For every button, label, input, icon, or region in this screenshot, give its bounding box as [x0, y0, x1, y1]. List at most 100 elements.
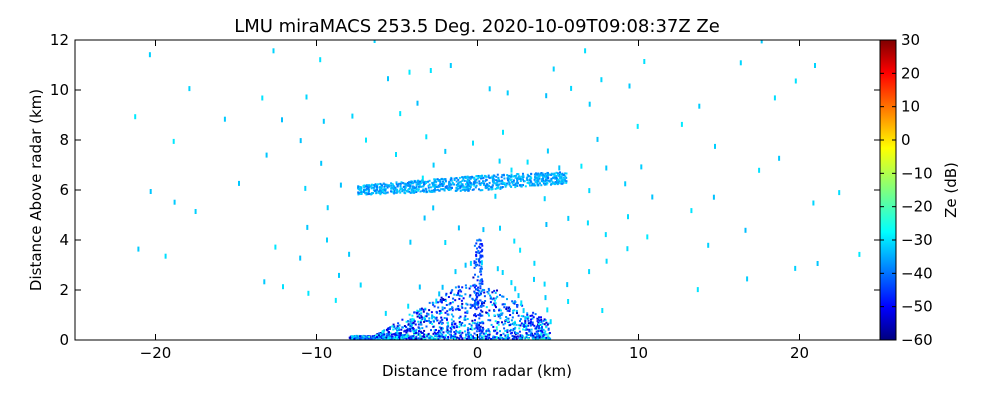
ground-echo	[515, 331, 518, 334]
ground-echo	[534, 313, 537, 316]
ground-echo	[434, 316, 437, 319]
noise-echo	[172, 138, 175, 144]
ground-echo	[432, 320, 435, 323]
ground-echo	[525, 334, 528, 337]
ground-echo	[439, 321, 442, 324]
noise-echo	[712, 194, 715, 200]
ground-echo	[540, 318, 543, 321]
ground-echo	[543, 338, 546, 340]
cloud-layer-echo	[374, 183, 377, 186]
ground-echo	[532, 334, 535, 337]
cloud-layer-echo	[532, 184, 535, 187]
noise-echo	[758, 167, 761, 173]
noise-echo	[326, 237, 328, 243]
cloud-layer-echo	[466, 185, 468, 188]
cloud-layer-echo	[417, 181, 420, 184]
ground-echo	[477, 306, 480, 309]
cloud-layer-echo	[460, 183, 463, 185]
cloud-layer-echo	[386, 191, 389, 194]
cloud-layer-echo	[392, 185, 395, 188]
ground-echo	[433, 338, 436, 340]
cloud-layer-echo	[443, 178, 446, 181]
ground-echo	[499, 314, 501, 317]
cloud-layer-echo	[411, 190, 414, 193]
ground-echo	[469, 303, 472, 306]
cloud-layer-echo	[536, 178, 539, 181]
ground-echo	[483, 289, 486, 291]
ground-echo	[545, 336, 548, 339]
ground-echo	[464, 324, 466, 327]
ground-echo	[406, 334, 409, 337]
ground-echo	[455, 325, 458, 328]
cloud-layer-echo	[540, 172, 543, 174]
ground-echo	[450, 308, 452, 310]
cloud-layer-echo	[471, 175, 473, 178]
noise-echo	[188, 86, 191, 92]
ground-echo	[437, 301, 439, 304]
cloud-layer-echo	[512, 180, 515, 183]
ground-echo	[475, 334, 478, 336]
ground-echo	[445, 294, 448, 297]
ground-echo	[360, 337, 363, 340]
ground-echo	[420, 312, 423, 315]
cloud-layer-echo	[548, 173, 551, 176]
ground-echo	[433, 334, 436, 337]
cloud-layer-echo	[379, 182, 382, 185]
ground-echo	[374, 335, 377, 338]
ground-echo	[446, 327, 449, 330]
ground-echo	[514, 326, 517, 329]
ground-echo	[405, 334, 407, 337]
ground-echo	[397, 322, 400, 325]
ground-echo	[488, 309, 491, 312]
ground-echo	[458, 323, 461, 326]
noise-echo	[409, 239, 412, 245]
cloud-layer-echo	[455, 177, 458, 180]
cloud-layer-echo	[522, 174, 525, 177]
ground-echo	[503, 337, 506, 340]
noise-echo	[306, 224, 309, 230]
ground-echo	[493, 310, 496, 312]
ground-echo	[360, 336, 363, 339]
ground-echo	[450, 318, 453, 321]
noise-echo	[628, 83, 631, 89]
cloud-layer-echo	[521, 184, 523, 187]
ground-echo	[414, 323, 417, 326]
noise-echo	[334, 297, 337, 303]
ground-echo	[547, 328, 550, 331]
ground-echo	[493, 302, 496, 305]
ground-echo	[390, 333, 393, 336]
cloud-layer-echo	[451, 187, 453, 189]
ground-echo	[494, 320, 497, 323]
column-echo	[473, 266, 476, 269]
cloud-layer-echo	[530, 184, 533, 187]
ground-echo	[396, 338, 399, 340]
column-echo	[473, 260, 476, 263]
noise-echo	[365, 137, 367, 143]
ground-echo	[471, 338, 474, 340]
cloud-layer-echo	[534, 184, 537, 187]
ground-echo	[505, 306, 508, 309]
ground-echo	[512, 312, 515, 315]
cloud-layer-echo	[360, 190, 363, 193]
ground-echo	[443, 317, 446, 319]
cloud-layer-echo	[419, 190, 422, 193]
noise-echo	[408, 69, 411, 75]
cloud-layer-echo	[560, 176, 563, 179]
ground-echo	[457, 293, 459, 296]
ground-echo	[537, 327, 540, 330]
cloud-layer-echo	[526, 181, 529, 184]
ground-echo	[455, 294, 458, 297]
column-echo	[479, 254, 482, 257]
cloud-layer-echo	[545, 183, 548, 186]
ground-echo	[529, 314, 532, 317]
ground-echo	[470, 326, 473, 329]
cloud-layer-echo	[514, 176, 517, 179]
cloud-layer-echo	[488, 176, 491, 179]
cloud-layer-echo	[363, 190, 365, 193]
noise-echo	[322, 118, 325, 124]
ground-echo	[525, 332, 528, 335]
ground-echo	[492, 336, 494, 339]
cloud-layer-echo	[533, 183, 536, 186]
ground-echo	[352, 336, 355, 339]
cloud-layer-echo	[546, 172, 549, 175]
